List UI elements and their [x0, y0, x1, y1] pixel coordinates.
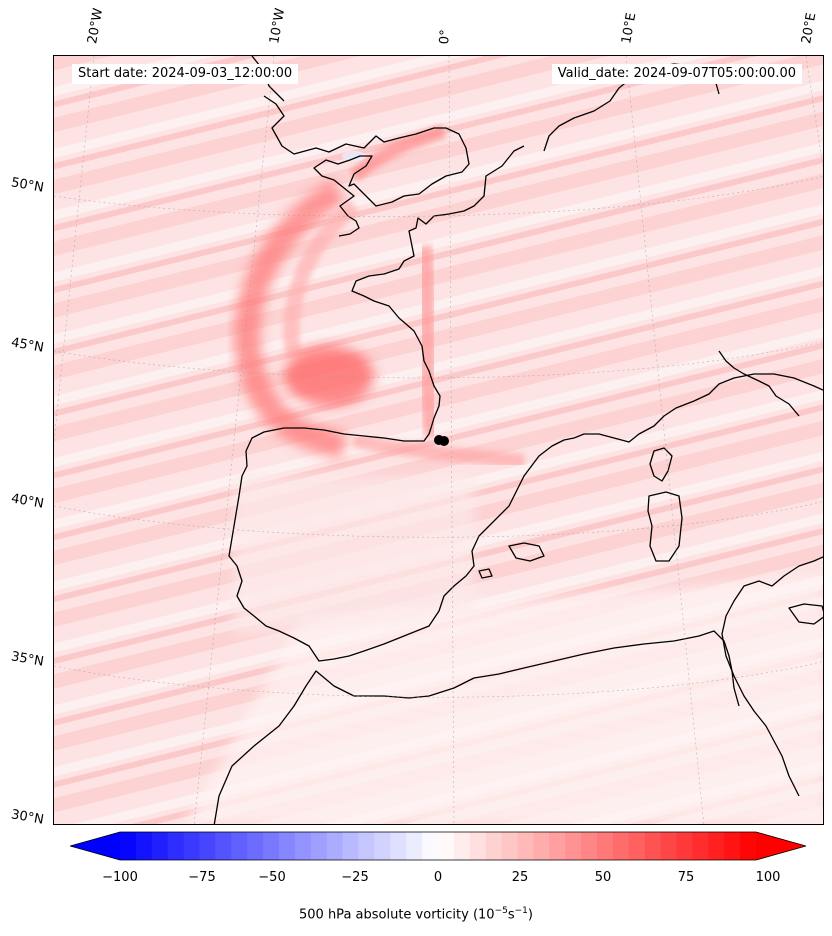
- colorbar-swatch: [453, 832, 471, 860]
- colorbar-tick: −100: [102, 870, 138, 885]
- colorbar-swatch: [517, 832, 534, 860]
- lon-label-0: 0°: [437, 28, 454, 45]
- meridian-0: [448, 56, 455, 824]
- colorbar-swatch: [326, 832, 344, 860]
- coastline-corsica: [649, 447, 673, 482]
- coastline-sicily: [788, 603, 823, 625]
- start-date-label: Start date: 2024-09-03_12:00:00: [72, 64, 299, 84]
- low-vorticity-region-2: [234, 476, 474, 636]
- colorbar-swatch: [724, 832, 741, 860]
- colorbar-tick: 50: [594, 870, 612, 885]
- colorbar-swatch: [342, 832, 360, 860]
- lon-label-20w: 20°W: [85, 7, 107, 46]
- colorbar-swatch: [120, 832, 137, 860]
- channel-streak: [349, 124, 447, 182]
- blue-patch: [342, 151, 366, 161]
- graticule: [54, 56, 823, 824]
- parallel-40n: [54, 501, 823, 538]
- colorbar-swatch: [390, 832, 407, 860]
- coastline-sardinia: [647, 491, 683, 562]
- coastline-france-north: [245, 145, 525, 452]
- colorbar-swatch: [485, 832, 503, 860]
- colorbar-swatch: [549, 832, 566, 860]
- colorbar-tick: −75: [188, 870, 216, 885]
- colorbar-swatch: [167, 832, 185, 860]
- colorbar-swatch: [358, 832, 375, 860]
- colorbar-swatch: [565, 832, 582, 860]
- colorbar-swatch: [469, 832, 487, 860]
- lat-label-45n: 45°N: [9, 335, 45, 356]
- colorbar-swatch: [612, 832, 630, 860]
- meridian-10e: [625, 56, 705, 824]
- colorbar-swatch: [438, 832, 455, 860]
- coastline-north-africa: [213, 630, 740, 824]
- colorbar-swatch: [135, 832, 153, 860]
- low-vorticity-region: [185, 576, 823, 824]
- colorbar-tick: −50: [258, 870, 286, 885]
- colorbar-tick: 0: [433, 870, 443, 885]
- parallel-50n: [54, 176, 823, 217]
- colorbar-tick: 100: [755, 870, 781, 885]
- coastline-mallorca: [508, 542, 545, 562]
- valid-date-label: Valid_date: 2024-09-07T05:00:00.00: [551, 64, 802, 84]
- lon-label-10w: 10°W: [267, 7, 289, 46]
- colorbar-swatch: [708, 832, 725, 860]
- colorbar-tick: 75: [677, 870, 695, 885]
- colorbar-swatch: [310, 832, 328, 860]
- colorbar-swatch: [151, 832, 169, 860]
- colorbar-swatch: [247, 832, 264, 860]
- colorbar-swatch: [660, 832, 678, 860]
- colorbar-swatch: [183, 832, 201, 860]
- colorbar-swatch: [279, 832, 296, 860]
- lon-label-20e: 20°E: [799, 11, 820, 45]
- lat-label-50n: 50°N: [9, 175, 45, 196]
- colorbar-swatch: [501, 832, 519, 860]
- colorbar-swatch: [581, 832, 598, 860]
- colorbar-swatch: [533, 832, 550, 860]
- colorbar-label: 500 hPa absolute vorticity (10−5s−1): [299, 906, 533, 923]
- position-marker: [434, 435, 449, 446]
- colorbar: [68, 830, 808, 864]
- bay-of-biscay-max: [284, 346, 374, 406]
- colorbar-swatch: [263, 832, 280, 860]
- colorbar-graphic: [68, 831, 808, 861]
- colorbar-extend-min: [70, 832, 120, 860]
- coastline-italy: [721, 556, 823, 797]
- colorbar-swatch: [628, 832, 646, 860]
- colorbar-swatch: [294, 832, 312, 860]
- parallel-35n: [54, 661, 823, 698]
- colorbar-swatch: [676, 832, 693, 860]
- coastline-britain: [263, 95, 470, 237]
- arc-band-west: [234, 179, 347, 459]
- lon-label-10e: 10°E: [619, 11, 640, 45]
- lat-label-40n: 40°N: [9, 491, 45, 512]
- lat-label-30n: 30°N: [9, 807, 45, 828]
- colorbar-swatch: [199, 832, 216, 860]
- colorbar-swatch: [644, 832, 662, 860]
- coastline-adriatic: [718, 350, 800, 417]
- coastline-iberia: [228, 437, 575, 662]
- lat-label-35n: 35°N: [9, 649, 45, 670]
- map-canvas: [54, 56, 823, 824]
- meridian-10w: [193, 56, 275, 824]
- colorbar-swatch: [231, 832, 248, 860]
- colorbar-swatch: [406, 832, 423, 860]
- colorbar-swatch: [740, 832, 757, 860]
- colorbar-swatch: [215, 832, 232, 860]
- colorbar-tick: −25: [341, 870, 369, 885]
- colorbar-swatch: [422, 832, 439, 860]
- coastline-med-north: [573, 373, 823, 443]
- french-coast-band: [416, 245, 440, 437]
- coastline-ibiza: [478, 568, 493, 579]
- colorbar-extend-max: [756, 832, 806, 860]
- pyrenees-tail: [352, 434, 525, 468]
- colorbar-swatch: [597, 832, 614, 860]
- colorbar-swatch: [692, 832, 709, 860]
- arc-band-inner: [283, 199, 360, 358]
- map-panel: [53, 55, 824, 825]
- colorbar-swatch: [374, 832, 391, 860]
- parallel-45n: [54, 341, 823, 379]
- colorbar-tick: 25: [511, 870, 529, 885]
